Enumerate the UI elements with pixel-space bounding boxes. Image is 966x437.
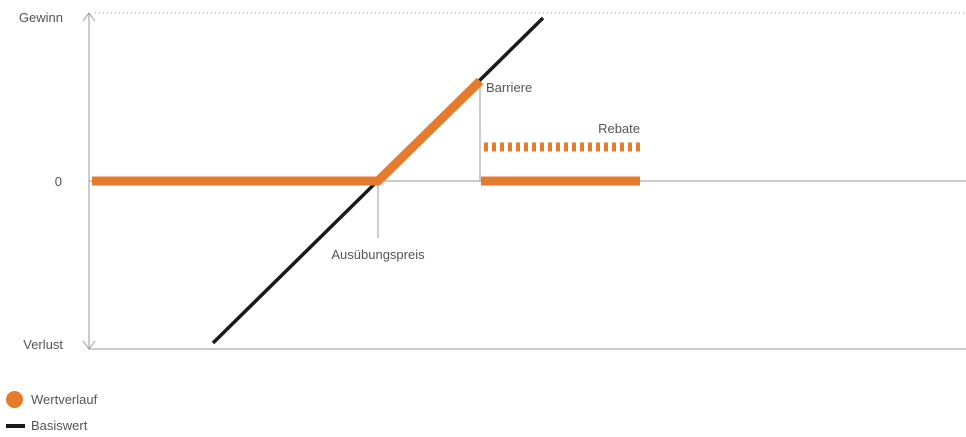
y-label-verlust: Verlust — [23, 337, 63, 352]
orange-circle-icon — [6, 391, 23, 408]
legend-item-wertverlauf: Wertverlauf — [6, 391, 97, 408]
payoff-chart: Gewinn 0 Verlust Barriere Rebate Ausübun… — [19, 10, 966, 352]
y-label-gewinn: Gewinn — [19, 10, 63, 25]
legend-item-basiswert: Basiswert — [6, 418, 87, 433]
legend-label-wertverlauf: Wertverlauf — [31, 392, 98, 407]
wertverlauf-line — [92, 77, 484, 186]
strike-label: Ausübungspreis — [331, 247, 425, 262]
black-bar-icon — [6, 423, 25, 428]
legend-label-basiswert: Basiswert — [31, 418, 88, 433]
y-axis-top-arrow — [82, 12, 96, 22]
barrier-label: Barriere — [486, 80, 532, 95]
y-label-zero: 0 — [55, 174, 62, 189]
rebate-label: Rebate — [598, 121, 640, 136]
